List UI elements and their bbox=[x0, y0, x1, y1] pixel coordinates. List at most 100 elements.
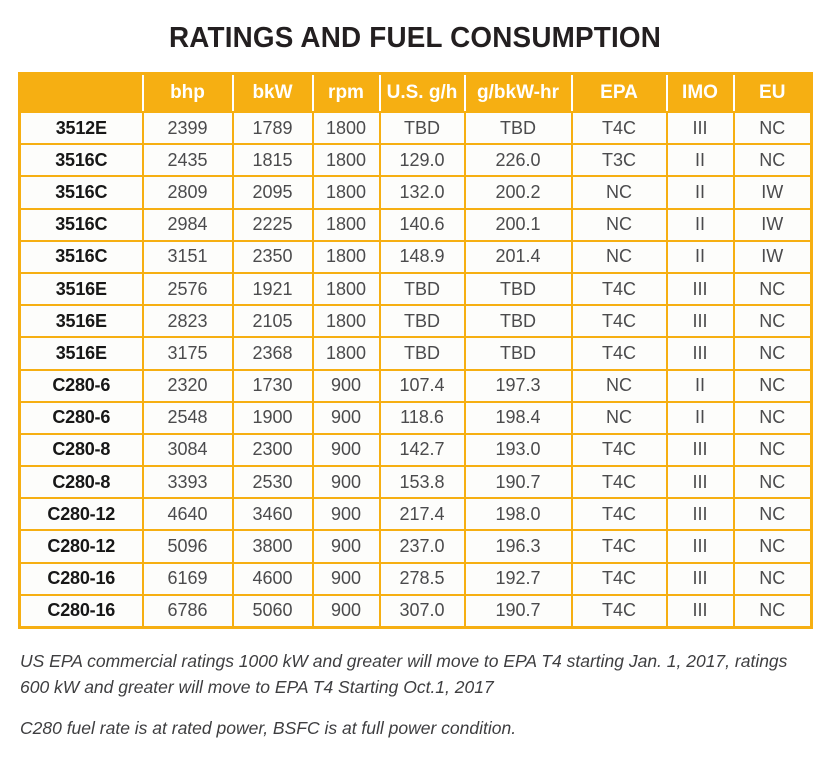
header-cell-imo: IMO bbox=[665, 72, 735, 113]
table-row: C280-6 2320 1730 900 107.4 197.3 NC II NC bbox=[18, 368, 813, 403]
value-cell: 217.4 bbox=[378, 497, 466, 532]
value-cell: 2548 bbox=[141, 400, 234, 435]
value-cell: II bbox=[665, 239, 735, 274]
footnote-epa-line1: US EPA commercial ratings 1000 kW and gr… bbox=[20, 651, 788, 671]
value-cell: 900 bbox=[311, 432, 381, 468]
value-cell: 2368 bbox=[231, 336, 314, 371]
value-cell: T4C bbox=[570, 271, 668, 307]
model-cell: C280-12 bbox=[18, 497, 144, 532]
value-cell: III bbox=[665, 561, 735, 596]
ratings-table: bhp bkW rpm U.S. g/h g/bkW-hr EPA IMO EU… bbox=[18, 72, 813, 629]
value-cell: NC bbox=[732, 304, 813, 339]
value-cell: III bbox=[665, 432, 735, 468]
value-cell: TBD bbox=[463, 271, 573, 307]
table-row: 3516C 2435 1815 1800 129.0 226.0 T3C II NC bbox=[18, 143, 813, 178]
model-cell: 3516C bbox=[18, 207, 144, 242]
value-cell: T4C bbox=[570, 497, 668, 532]
model-cell: C280-16 bbox=[18, 561, 144, 596]
value-cell: TBD bbox=[463, 110, 573, 146]
value-cell: TBD bbox=[378, 110, 466, 146]
value-cell: 900 bbox=[311, 561, 381, 596]
value-cell: 142.7 bbox=[378, 432, 466, 468]
value-cell: 1800 bbox=[311, 304, 381, 339]
value-cell: TBD bbox=[378, 271, 466, 307]
value-cell: 200.2 bbox=[463, 175, 573, 210]
value-cell: 1815 bbox=[231, 143, 314, 178]
value-cell: NC bbox=[732, 432, 813, 468]
page-title: RATINGS AND FUEL CONSUMPTION bbox=[168, 22, 662, 54]
value-cell: III bbox=[665, 336, 735, 371]
table-row: C280-16 6169 4600 900 278.5 192.7 T4C III NC bbox=[18, 561, 813, 596]
value-cell: 900 bbox=[311, 593, 381, 629]
value-cell: 2823 bbox=[141, 304, 234, 339]
header-cell-g-bkw-hr: g/bkW-hr bbox=[463, 72, 573, 113]
value-cell: 190.7 bbox=[463, 465, 573, 500]
table-row: C280-8 3393 2530 900 153.8 190.7 T4C III NC bbox=[18, 465, 813, 500]
value-cell: 900 bbox=[311, 368, 381, 403]
table-row: 3516E 2823 2105 1800 TBD TBD T4C III NC bbox=[18, 304, 813, 339]
value-cell: 2300 bbox=[231, 432, 314, 468]
value-cell: 2809 bbox=[141, 175, 234, 210]
value-cell: III bbox=[665, 529, 735, 564]
value-cell: 148.9 bbox=[378, 239, 466, 274]
value-cell: NC bbox=[570, 368, 668, 403]
model-cell: 3516E bbox=[18, 271, 144, 307]
value-cell: 3175 bbox=[141, 336, 234, 371]
value-cell: 5096 bbox=[141, 529, 234, 564]
value-cell: III bbox=[665, 271, 735, 307]
model-cell: 3516E bbox=[18, 336, 144, 371]
header-cell-us-gh: U.S. g/h bbox=[378, 72, 466, 113]
table-row: 3516E 2576 1921 1800 TBD TBD T4C III NC bbox=[18, 271, 813, 307]
value-cell: IW bbox=[732, 207, 813, 242]
model-cell: C280-12 bbox=[18, 529, 144, 564]
value-cell: NC bbox=[732, 593, 813, 629]
value-cell: 900 bbox=[311, 529, 381, 564]
value-cell: 132.0 bbox=[378, 175, 466, 210]
value-cell: T4C bbox=[570, 561, 668, 596]
header-cell-bhp: bhp bbox=[141, 72, 234, 113]
value-cell: 2095 bbox=[231, 175, 314, 210]
value-cell: T4C bbox=[570, 529, 668, 564]
model-cell: C280-6 bbox=[18, 368, 144, 403]
value-cell: 197.3 bbox=[463, 368, 573, 403]
value-cell: 192.7 bbox=[463, 561, 573, 596]
value-cell: 4640 bbox=[141, 497, 234, 532]
table-body: 3512E 2399 1789 1800 TBD TBD T4C III NC 3516C 2435… bbox=[18, 110, 813, 629]
model-cell: 3516E bbox=[18, 304, 144, 339]
value-cell: 2530 bbox=[231, 465, 314, 500]
value-cell: 1800 bbox=[311, 143, 381, 178]
value-cell: 129.0 bbox=[378, 143, 466, 178]
value-cell: II bbox=[665, 400, 735, 435]
value-cell: 1800 bbox=[311, 239, 381, 274]
value-cell: 193.0 bbox=[463, 432, 573, 468]
value-cell: T4C bbox=[570, 304, 668, 339]
table-row: 3516C 2809 2095 1800 132.0 200.2 NC II IW bbox=[18, 175, 813, 210]
value-cell: 1800 bbox=[311, 336, 381, 371]
value-cell: 201.4 bbox=[463, 239, 573, 274]
value-cell: T4C bbox=[570, 593, 668, 629]
footnote-c280-fuel-rate: C280 fuel rate is at rated power, BSFC i… bbox=[20, 717, 517, 738]
value-cell: TBD bbox=[463, 336, 573, 371]
value-cell: III bbox=[665, 110, 735, 146]
header-cell-eu: EU bbox=[732, 72, 813, 113]
value-cell: 6169 bbox=[141, 561, 234, 596]
value-cell: 2350 bbox=[231, 239, 314, 274]
value-cell: II bbox=[665, 207, 735, 242]
value-cell: 198.4 bbox=[463, 400, 573, 435]
value-cell: 6786 bbox=[141, 593, 234, 629]
value-cell: 153.8 bbox=[378, 465, 466, 500]
value-cell: 198.0 bbox=[463, 497, 573, 532]
value-cell: 2399 bbox=[141, 110, 234, 146]
value-cell: TBD bbox=[378, 304, 466, 339]
model-cell: 3516C bbox=[18, 239, 144, 274]
value-cell: 190.7 bbox=[463, 593, 573, 629]
value-cell: T4C bbox=[570, 465, 668, 500]
value-cell: 900 bbox=[311, 465, 381, 500]
model-cell: 3516C bbox=[18, 143, 144, 178]
value-cell: T4C bbox=[570, 110, 668, 146]
value-cell: 107.4 bbox=[378, 368, 466, 403]
model-cell: C280-8 bbox=[18, 465, 144, 500]
model-cell: 3512E bbox=[18, 110, 144, 146]
value-cell: 2320 bbox=[141, 368, 234, 403]
